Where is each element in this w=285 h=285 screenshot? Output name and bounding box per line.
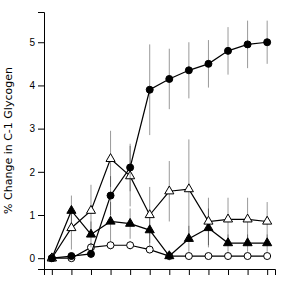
x-tick xyxy=(91,269,92,275)
x-tick xyxy=(208,269,209,275)
y-tick: 4 xyxy=(29,80,44,91)
series-line xyxy=(52,211,267,259)
x-tick-mark xyxy=(208,269,209,275)
marker xyxy=(87,250,94,257)
plot: 0 1 2 3 4 5 % Change in C-1 Glycogen xyxy=(2,13,276,276)
x-tick xyxy=(52,269,53,275)
y-tick: 2 xyxy=(29,167,44,178)
y-tick-mark xyxy=(38,129,44,130)
marker xyxy=(127,242,134,249)
x-tick-mark xyxy=(267,269,268,275)
y-tick-label: 3 xyxy=(29,123,35,134)
marker xyxy=(126,218,135,226)
marker xyxy=(106,154,115,162)
x-tick-mark xyxy=(130,269,131,275)
marker xyxy=(185,253,192,260)
y-tick-label: 1 xyxy=(29,210,35,221)
x-tick-mark xyxy=(248,269,249,275)
marker xyxy=(244,253,251,260)
x-tick-mark xyxy=(169,269,170,275)
x-tick-mark xyxy=(228,269,229,275)
marker xyxy=(86,205,95,213)
y-tick: 0 xyxy=(29,253,44,264)
x-tick-mark xyxy=(189,269,190,275)
marker xyxy=(225,253,232,260)
x-tick xyxy=(150,269,151,275)
x-tick xyxy=(228,269,229,275)
marker xyxy=(264,253,271,260)
series-line xyxy=(52,42,267,258)
x-axis xyxy=(45,269,276,275)
series-line xyxy=(52,159,267,258)
x-tick xyxy=(248,269,249,275)
series xyxy=(47,131,271,261)
y-axis-line xyxy=(38,13,45,270)
marker xyxy=(244,41,251,48)
series-line xyxy=(52,245,267,258)
marker xyxy=(145,210,154,218)
marker xyxy=(165,186,174,194)
x-tick xyxy=(169,269,170,275)
y-tick-mark xyxy=(38,215,44,216)
y-tick-mark xyxy=(38,42,44,43)
marker xyxy=(107,242,114,249)
marker xyxy=(185,67,192,74)
y-axis: 0 1 2 3 4 5 xyxy=(29,13,44,270)
marker xyxy=(107,192,114,199)
marker xyxy=(264,39,271,46)
x-tick-mark xyxy=(111,269,112,275)
y-tick: 3 xyxy=(29,123,44,134)
series xyxy=(48,21,270,262)
y-tick-label: 0 xyxy=(29,253,35,264)
y-axis-title: % Change in C-1 Glycogen xyxy=(2,67,15,214)
marker xyxy=(223,214,232,222)
y-tick-mark xyxy=(38,258,44,259)
marks xyxy=(47,21,271,262)
x-tick-mark xyxy=(91,269,92,275)
marker xyxy=(106,216,115,224)
y-tick: 1 xyxy=(29,210,44,221)
x-tick xyxy=(111,269,112,275)
marker xyxy=(204,216,213,224)
marker xyxy=(48,255,55,262)
x-tick xyxy=(189,269,190,275)
marker xyxy=(68,253,75,260)
y-tick: 5 xyxy=(29,37,44,48)
y-tick-mark xyxy=(38,85,44,86)
y-tick-label: 2 xyxy=(29,167,35,178)
marker xyxy=(243,214,252,222)
x-axis-line xyxy=(45,270,276,276)
x-tick xyxy=(267,269,268,275)
x-tick xyxy=(71,269,72,275)
y-tick-mark xyxy=(38,172,44,173)
y-tick-label: 5 xyxy=(29,37,35,48)
marker xyxy=(146,86,153,93)
series xyxy=(47,196,271,261)
marker xyxy=(127,164,134,171)
x-tick-mark xyxy=(71,269,72,275)
marker xyxy=(48,255,55,262)
marker xyxy=(263,216,272,224)
marker xyxy=(166,75,173,82)
marker xyxy=(47,253,56,261)
x-tick xyxy=(130,269,131,275)
marker xyxy=(205,60,212,67)
chart: 0 1 2 3 4 5 % Change in C-1 Glycogen xyxy=(0,0,285,285)
y-tick-label: 4 xyxy=(29,80,35,91)
x-tick-mark xyxy=(52,269,53,275)
marker xyxy=(205,253,212,260)
marker xyxy=(165,251,174,259)
marker xyxy=(184,184,193,192)
marker xyxy=(225,47,232,54)
x-tick-mark xyxy=(150,269,151,275)
marker xyxy=(67,223,76,231)
